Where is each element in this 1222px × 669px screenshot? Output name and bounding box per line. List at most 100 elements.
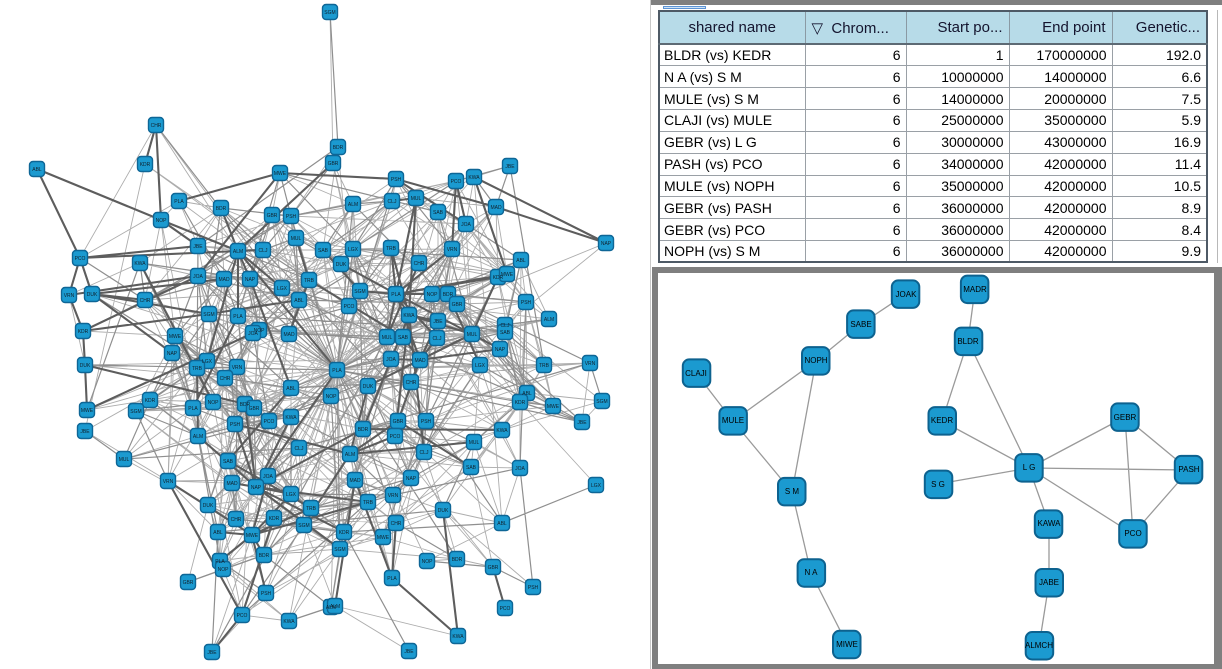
svg-text:PLA: PLA [391,292,401,298]
svg-text:BLDR: BLDR [957,337,979,346]
svg-text:PSH: PSH [391,177,402,183]
svg-text:MWE: MWE [501,272,514,278]
svg-text:SAB: SAB [398,335,409,341]
svg-text:NOPH: NOPH [804,356,827,365]
svg-text:LGX: LGX [202,359,213,365]
svg-text:CLJ: CLJ [433,336,442,342]
svg-text:PCO: PCO [75,256,86,262]
svg-text:MIWE: MIWE [836,640,858,649]
svg-text:PCO: PCO [344,304,355,310]
svg-text:PCO: PCO [500,606,511,612]
svg-text:KWA: KWA [452,634,464,640]
svg-text:ABL: ABL [294,298,304,304]
svg-text:PLA: PLA [188,406,198,412]
svg-text:SGM: SGM [334,547,345,553]
svg-text:LGX: LGX [277,286,288,292]
svg-text:CHR: CHR [414,261,425,267]
svg-text:VRN: VRN [163,479,174,485]
svg-text:BDR: BDR [333,145,344,151]
svg-text:DUK: DUK [438,508,449,514]
svg-text:ABL: ABL [516,258,526,264]
svg-text:SAB: SAB [318,248,329,254]
svg-text:ABL: ABL [213,530,223,536]
svg-text:MAD: MAD [283,332,295,338]
svg-text:GBR: GBR [249,406,260,412]
svg-text:CLJ: CLJ [420,450,429,456]
svg-text:ABL: ABL [497,521,507,527]
svg-text:PLA: PLA [332,368,342,374]
svg-text:TRB: TRB [363,500,374,506]
svg-text:PLA: PLA [387,576,397,582]
svg-text:JOA: JOA [515,466,525,472]
svg-text:PSH: PSH [230,422,241,428]
svg-text:GBR: GBR [267,213,278,219]
svg-text:GBR: GBR [488,565,499,571]
svg-text:KWA: KWA [468,175,480,181]
svg-text:TRB: TRB [304,278,315,284]
svg-text:PCO: PCO [264,419,275,425]
svg-text:L G: L G [1023,463,1036,472]
svg-text:KAWA: KAWA [1038,519,1062,528]
svg-text:MWE: MWE [169,334,182,340]
svg-text:JOA: JOA [248,331,258,337]
svg-text:CHR: CHR [406,380,417,386]
svg-text:NAP: NAP [406,476,417,482]
svg-text:TRB: TRB [306,506,317,512]
svg-text:KWA: KWA [283,619,295,625]
svg-text:ALM: ALM [348,202,358,208]
svg-text:KDR: KDR [145,398,156,404]
svg-text:NAP: NAP [245,277,256,283]
svg-text:MWE: MWE [377,535,390,541]
svg-text:NOP: NOP [422,559,434,565]
svg-text:DUK: DUK [336,262,347,268]
svg-text:CLJ: CLJ [388,199,397,205]
svg-text:BDR: BDR [259,553,270,559]
svg-text:PCO: PCO [390,434,401,440]
svg-text:PLA: PLA [215,559,225,565]
svg-text:ALM: ALM [330,604,340,610]
svg-text:NOP: NOP [208,400,220,406]
svg-text:S M: S M [785,487,800,496]
svg-text:CLJ: CLJ [259,248,268,254]
svg-text:GEBR: GEBR [1114,413,1137,422]
svg-text:CHR: CHR [231,517,242,523]
svg-text:NAP: NAP [167,351,178,357]
svg-text:GBR: GBR [183,580,194,586]
svg-text:CHR: CHR [140,298,151,304]
svg-text:JOAK: JOAK [896,290,918,299]
svg-text:SGM: SGM [298,523,309,529]
svg-text:DUK: DUK [87,292,98,298]
svg-text:MWE: MWE [274,171,287,177]
svg-text:MADR: MADR [963,285,987,294]
svg-text:KWA: KWA [496,428,508,434]
svg-text:TRB: TRB [539,363,550,369]
svg-text:KWA: KWA [285,415,297,421]
svg-text:JABE: JABE [1039,578,1059,587]
svg-text:SGM: SGM [324,10,335,16]
svg-text:MULE: MULE [722,416,744,425]
svg-text:TRB: TRB [192,366,203,372]
svg-text:KWA: KWA [134,261,146,267]
svg-text:ALM: ALM [544,317,554,323]
svg-text:NOP: NOP [254,328,266,334]
svg-text:JOA: JOA [461,222,471,228]
svg-text:JOA: JOA [193,274,203,280]
svg-text:MUL: MUL [411,196,422,202]
svg-text:MAD: MAD [414,358,426,364]
svg-text:VRN: VRN [64,293,75,299]
svg-text:JBE: JBE [193,244,203,250]
svg-text:VRN: VRN [232,365,243,371]
svg-text:JOA: JOA [263,474,273,480]
svg-text:ALM: ALM [193,434,203,440]
svg-text:GBR: GBR [328,161,339,167]
svg-text:MUL: MUL [467,332,478,338]
svg-text:NOP: NOP [218,567,230,573]
svg-text:NOP: NOP [326,394,338,400]
svg-text:MUL: MUL [469,440,480,446]
svg-text:BDR: BDR [216,206,227,212]
svg-text:S G: S G [931,480,945,489]
svg-text:MUL: MUL [382,335,393,341]
svg-text:SAB: SAB [223,459,234,465]
svg-text:CLJ: CLJ [295,446,304,452]
svg-text:JBE: JBE [404,649,414,655]
